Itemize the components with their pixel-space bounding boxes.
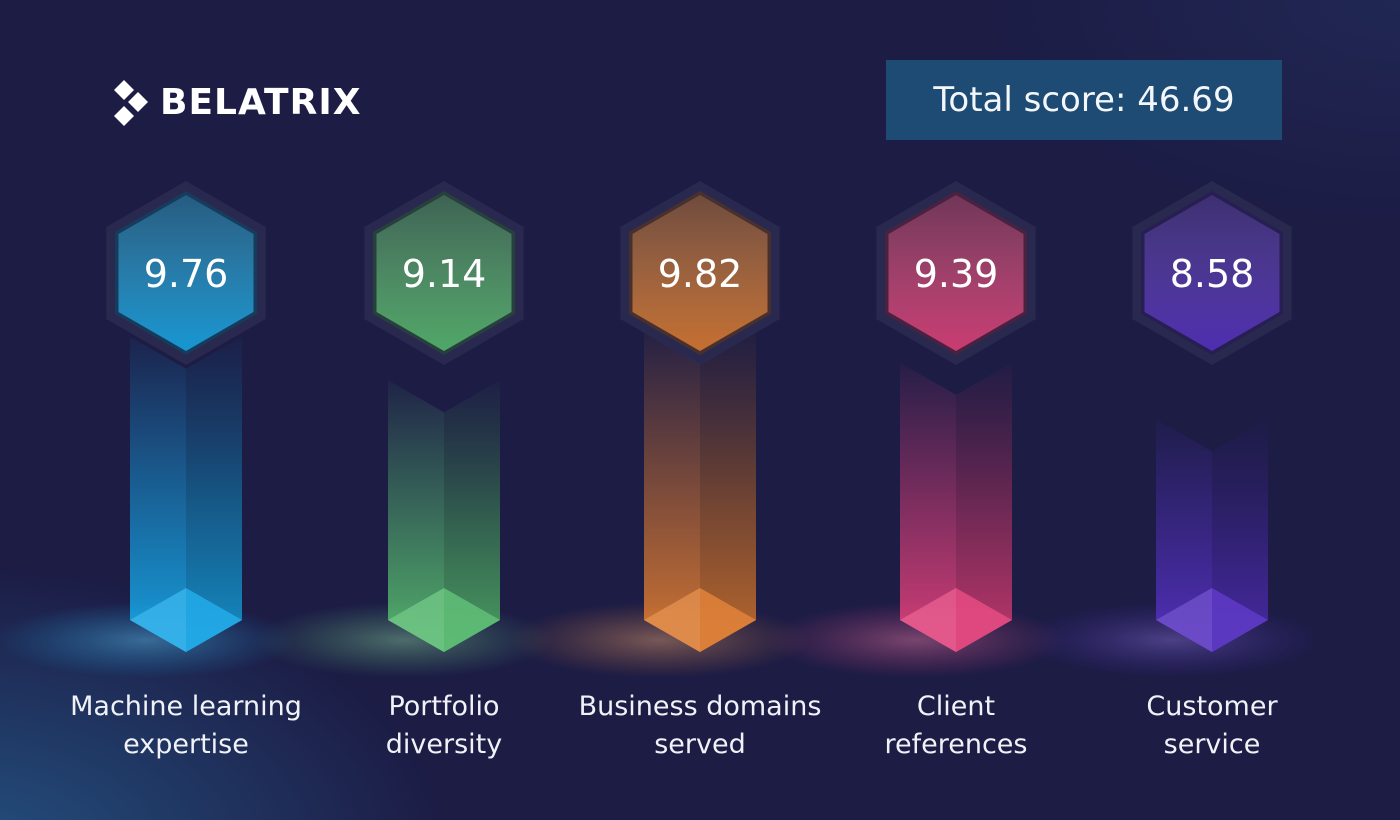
value-label-client-references: 9.39 xyxy=(914,252,999,296)
hexagon-badge xyxy=(632,195,768,351)
bar-base-right xyxy=(444,588,500,652)
category-label-line: Portfolio xyxy=(388,691,500,722)
category-label-line: served xyxy=(654,729,746,760)
bar-group-business-domains-served: 9.82 xyxy=(510,181,810,678)
bar-base-right xyxy=(186,588,242,652)
category-label-client-references: Client references xyxy=(831,688,1081,764)
hexagon-badge xyxy=(1144,195,1280,351)
category-label-machine-learning-expertise: Machine learning expertise xyxy=(61,688,311,764)
category-label-line: Machine learning xyxy=(70,691,302,722)
bar-base-left xyxy=(644,588,700,652)
bar-client-references-left-face xyxy=(900,362,956,652)
category-label-line: Client xyxy=(916,691,996,722)
category-label-line: references xyxy=(884,729,1028,760)
value-label-portfolio-diversity: 9.14 xyxy=(402,252,487,296)
bar-portfolio-diversity-left-face xyxy=(388,380,444,652)
bar-base-right xyxy=(956,588,1012,652)
bar-machine-learning-expertise-left-face xyxy=(130,336,186,652)
bar-group-portfolio-diversity: 9.14 xyxy=(254,181,554,678)
category-label-line: expertise xyxy=(123,729,249,760)
total-score-box: Total score: 46.69 xyxy=(886,60,1282,140)
category-label-customer-service: Customer service xyxy=(1087,688,1337,764)
hexagon-badge xyxy=(118,195,254,351)
bar-customer-service-left-face xyxy=(1156,419,1212,652)
bar-base-left xyxy=(130,588,186,652)
bar-group-customer-service: 8.58 xyxy=(1022,181,1322,678)
bar-group-client-references: 9.39 xyxy=(766,181,1066,678)
belatrix-diamond-logo-icon xyxy=(114,80,148,126)
hexagon-badge xyxy=(888,195,1024,351)
bar-portfolio-diversity-right-face xyxy=(444,380,500,652)
bar-customer-service-right-face xyxy=(1212,419,1268,652)
value-label-customer-service: 8.58 xyxy=(1170,252,1255,296)
category-label-line: service xyxy=(1163,729,1261,760)
brand-name: BELATRIX xyxy=(160,82,362,123)
bar-base-right xyxy=(700,588,756,652)
category-label-line: diversity xyxy=(385,729,503,760)
value-label-business-domains-served: 9.82 xyxy=(658,252,743,296)
bar-group-machine-learning-expertise: 9.76 xyxy=(0,181,296,678)
bar-base-left xyxy=(1156,588,1212,652)
bar-base-left xyxy=(388,588,444,652)
bar-machine-learning-expertise-right-face xyxy=(186,336,242,652)
total-score-label: Total score: 46.69 xyxy=(933,80,1235,120)
category-label-line: Customer xyxy=(1146,691,1278,722)
bar-business-domains-served-left-face xyxy=(644,332,700,652)
category-label-business-domains-served: Business domains served xyxy=(575,688,825,764)
bar-base-right xyxy=(1212,588,1268,652)
brand-logo: BELATRIX xyxy=(112,78,392,128)
hexagon-badge xyxy=(376,195,512,351)
category-label-portfolio-diversity: Portfolio diversity xyxy=(319,688,569,764)
bar-client-references-right-face xyxy=(956,362,1012,652)
bar-business-domains-served-right-face xyxy=(700,332,756,652)
category-label-line: Business domains xyxy=(578,691,822,722)
bar-base-left xyxy=(900,588,956,652)
value-label-machine-learning-expertise: 9.76 xyxy=(144,252,229,296)
